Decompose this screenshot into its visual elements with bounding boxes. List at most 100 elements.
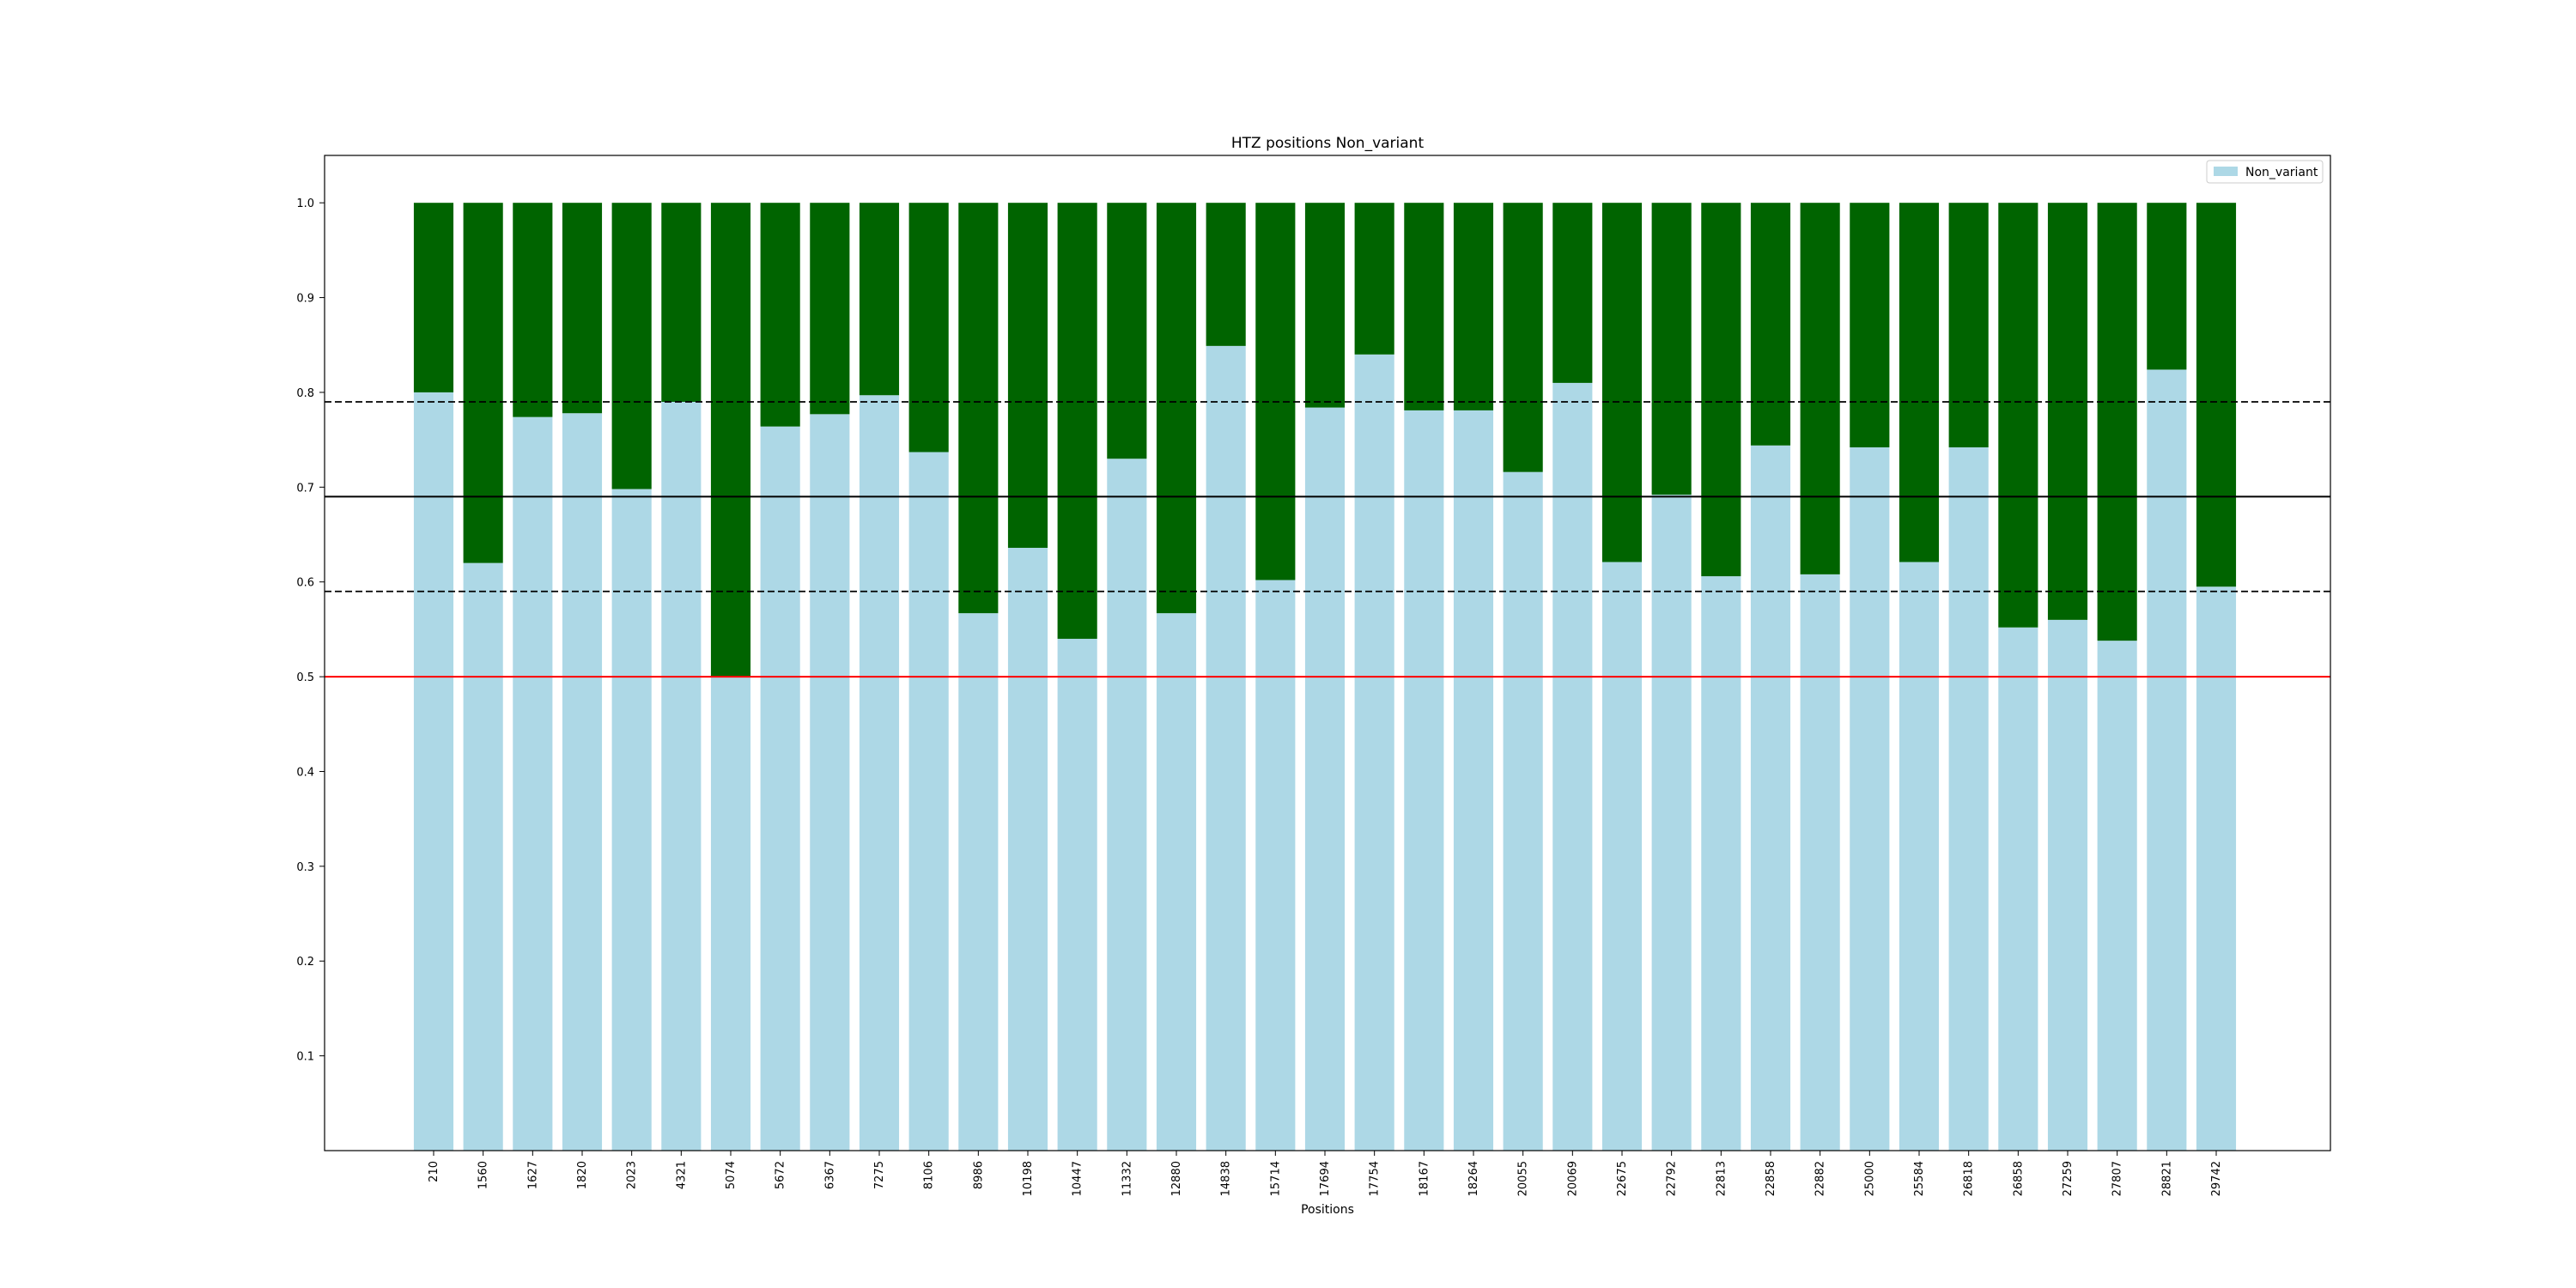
x-tick-label: 5672 bbox=[775, 1161, 787, 1189]
x-axis-title: Positions bbox=[1301, 1203, 1354, 1217]
y-tick-label: 0.2 bbox=[296, 956, 314, 969]
x-tick-label: 25584 bbox=[1913, 1161, 1926, 1196]
bar-top-25584 bbox=[1899, 203, 1940, 562]
bar-top-1627 bbox=[513, 203, 553, 417]
y-tick-label: 0.8 bbox=[296, 387, 314, 400]
x-tick-label: 18264 bbox=[1467, 1161, 1480, 1196]
bar-top-28821 bbox=[2147, 203, 2187, 370]
x-tick-label: 29742 bbox=[2210, 1161, 2223, 1196]
bar-top-10447 bbox=[1057, 203, 1097, 639]
bar-non-variant-18264 bbox=[1453, 410, 1494, 1151]
bar-top-22675 bbox=[1601, 203, 1643, 562]
bar-non-variant-17754 bbox=[1354, 354, 1394, 1151]
legend-swatch-non-variant bbox=[2214, 167, 2238, 176]
x-tick-label: 4321 bbox=[675, 1161, 688, 1189]
bar-top-1560 bbox=[463, 203, 503, 563]
x-tick-label: 10447 bbox=[1072, 1161, 1084, 1196]
x-tick-label: 8106 bbox=[923, 1161, 936, 1189]
bar-top-8106 bbox=[908, 203, 949, 453]
bar-non-variant-1560 bbox=[463, 562, 503, 1151]
bar-non-variant-10198 bbox=[1007, 547, 1048, 1151]
reference-lines bbox=[325, 401, 2330, 678]
x-tick-label: 1560 bbox=[477, 1161, 490, 1189]
bar-non-variant-22882 bbox=[1800, 574, 1840, 1151]
bar-top-14838 bbox=[1206, 203, 1246, 346]
bar-top-2023 bbox=[611, 203, 652, 489]
bar-top-15714 bbox=[1255, 203, 1296, 580]
x-tick-label: 15714 bbox=[1269, 1161, 1282, 1196]
bar-non-variant-22675 bbox=[1601, 562, 1643, 1151]
bar-top-8986 bbox=[958, 203, 999, 614]
bar-top-29742 bbox=[2196, 203, 2237, 587]
y-tick-label: 1.0 bbox=[296, 197, 314, 210]
bar-top-27807 bbox=[2097, 203, 2137, 641]
y-tick-label: 0.1 bbox=[296, 1051, 314, 1064]
x-tick-label: 5074 bbox=[725, 1161, 738, 1189]
bar-non-variant-4321 bbox=[661, 401, 702, 1151]
y-tick-label: 0.9 bbox=[296, 293, 314, 306]
bar-top-26858 bbox=[1998, 203, 2038, 628]
x-tick-label: 7275 bbox=[873, 1161, 886, 1189]
bar-top-6367 bbox=[810, 203, 850, 415]
bar-non-variant-25584 bbox=[1899, 562, 1940, 1151]
bar-non-variant-28821 bbox=[2147, 369, 2187, 1151]
bar-non-variant-210 bbox=[413, 392, 454, 1151]
bar-non-variant-29742 bbox=[2196, 586, 2237, 1151]
x-tick-label: 22675 bbox=[1616, 1161, 1629, 1196]
bar-top-5672 bbox=[760, 203, 800, 427]
x-tick-label: 26818 bbox=[1963, 1161, 1976, 1196]
legend: Non_variant bbox=[2206, 160, 2324, 184]
bar-non-variant-22858 bbox=[1750, 445, 1791, 1151]
x-tick-label: 10198 bbox=[1022, 1161, 1035, 1196]
plot-frame bbox=[324, 155, 2331, 1151]
bar-top-27259 bbox=[2047, 203, 2088, 620]
bar-top-22882 bbox=[1800, 203, 1840, 574]
bar-non-variant-1627 bbox=[513, 416, 553, 1151]
x-tick-label: 22813 bbox=[1715, 1161, 1728, 1196]
bar-top-17694 bbox=[1304, 203, 1346, 408]
x-tick-label: 8986 bbox=[972, 1161, 985, 1189]
bar-non-variant-5074 bbox=[710, 677, 751, 1151]
bar-non-variant-27807 bbox=[2097, 641, 2137, 1151]
bar-top-25000 bbox=[1850, 203, 1890, 447]
bar-top-10198 bbox=[1007, 203, 1048, 548]
y-tick-label: 0.6 bbox=[296, 577, 314, 590]
bar-top-12880 bbox=[1156, 203, 1197, 614]
bar-non-variant-10447 bbox=[1057, 638, 1097, 1151]
legend-box bbox=[2206, 160, 2324, 184]
x-tick-label: 22882 bbox=[1814, 1161, 1827, 1196]
bar-top-11332 bbox=[1107, 203, 1147, 459]
bar-non-variant-14838 bbox=[1206, 345, 1246, 1151]
x-tick-label: 25000 bbox=[1863, 1161, 1876, 1196]
y-tick-label: 0.3 bbox=[296, 861, 314, 874]
bar-non-variant-2023 bbox=[611, 489, 652, 1151]
bar-top-20055 bbox=[1503, 203, 1543, 472]
x-tick-label: 22792 bbox=[1666, 1161, 1679, 1196]
x-tick-label: 12880 bbox=[1170, 1161, 1183, 1196]
bar-non-variant-27259 bbox=[2047, 619, 2088, 1151]
bar-non-variant-5672 bbox=[760, 426, 800, 1151]
bar-top-18264 bbox=[1453, 203, 1494, 410]
x-tick-label: 14838 bbox=[1220, 1161, 1233, 1196]
bar-top-4321 bbox=[661, 203, 702, 402]
x-tick-label: 22858 bbox=[1765, 1161, 1777, 1196]
bar-non-variant-20055 bbox=[1503, 471, 1543, 1151]
bar-non-variant-1820 bbox=[562, 413, 603, 1151]
bar-top-26818 bbox=[1948, 203, 1989, 447]
bar-non-variant-26858 bbox=[1998, 627, 2038, 1151]
bars-layer bbox=[413, 203, 2237, 1151]
x-tick-label: 1820 bbox=[576, 1161, 589, 1189]
x-tick-label: 18167 bbox=[1418, 1161, 1431, 1196]
x-tick-label: 28821 bbox=[2160, 1161, 2173, 1196]
bar-non-variant-15714 bbox=[1255, 580, 1296, 1151]
bar-non-variant-26818 bbox=[1948, 447, 1989, 1151]
bar-top-22792 bbox=[1651, 203, 1692, 495]
x-tick-label: 210 bbox=[428, 1161, 440, 1182]
bar-non-variant-25000 bbox=[1850, 447, 1890, 1151]
bar-top-7275 bbox=[859, 203, 900, 396]
x-axis: 210 1560 1627 1820 2023 4321 5074 5672 6367 7275 8… bbox=[428, 1151, 2223, 1196]
x-tick-label: 27807 bbox=[2111, 1161, 2124, 1196]
x-tick-label: 20069 bbox=[1566, 1161, 1579, 1196]
bar-top-17754 bbox=[1354, 203, 1394, 355]
bar-non-variant-18167 bbox=[1404, 410, 1444, 1151]
